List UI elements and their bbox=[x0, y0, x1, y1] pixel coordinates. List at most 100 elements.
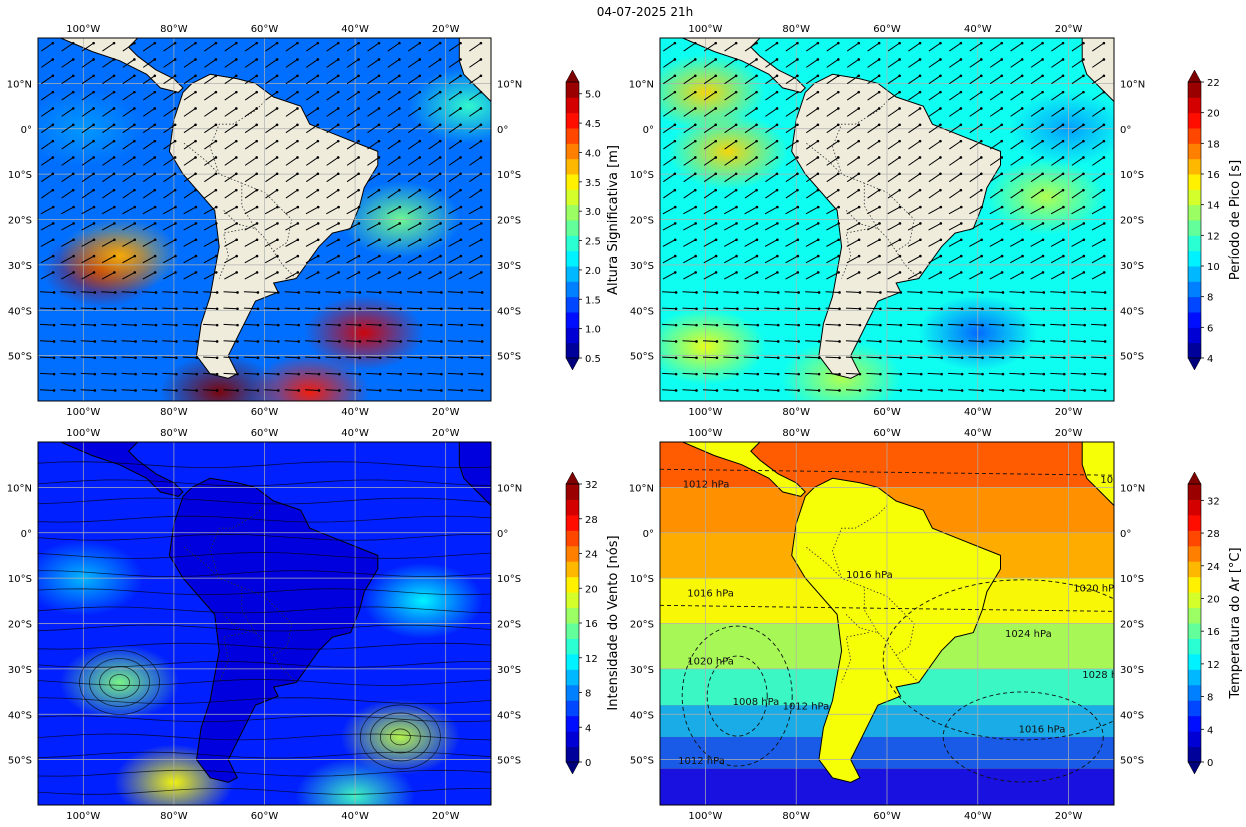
vector-arrow bbox=[122, 59, 135, 68]
lat-tick-label-left: 40°S bbox=[630, 306, 654, 317]
vector-arrow bbox=[886, 340, 901, 342]
colorbar-segment bbox=[1188, 342, 1201, 359]
vector-arrow bbox=[702, 389, 717, 391]
vector-arrow-head bbox=[736, 323, 739, 327]
vector-arrow bbox=[744, 271, 758, 280]
vector-arrow-head bbox=[959, 271, 963, 274]
vector-arrow-head bbox=[1061, 58, 1065, 61]
vector-arrow bbox=[1030, 271, 1044, 280]
lat-tick-label-right: 10°S bbox=[497, 574, 521, 585]
vector-arrow bbox=[907, 222, 921, 231]
vector-arrow-head bbox=[1061, 90, 1065, 94]
vector-arrow-head bbox=[1020, 139, 1024, 143]
vector-arrow bbox=[182, 323, 197, 326]
vector-arrow-head bbox=[1000, 188, 1004, 192]
vector-arrow bbox=[764, 222, 778, 231]
vector-arrow-head bbox=[898, 41, 901, 45]
vector-arrow bbox=[203, 372, 218, 375]
vector-arrow-head bbox=[235, 41, 238, 45]
vector-arrow bbox=[867, 75, 880, 85]
vector-arrow bbox=[908, 189, 921, 199]
vector-arrow bbox=[845, 340, 860, 342]
vector-arrow-head bbox=[153, 58, 157, 61]
vector-arrow bbox=[826, 75, 839, 85]
vector-arrow-head bbox=[256, 291, 260, 294]
vector-arrow bbox=[969, 222, 982, 231]
isobar-line bbox=[660, 604, 1114, 612]
vector-arrow-head bbox=[419, 356, 423, 360]
vector-arrow bbox=[243, 291, 258, 293]
vector-arrow-head bbox=[92, 90, 95, 94]
vector-arrow-head bbox=[755, 188, 758, 192]
vector-arrow-head bbox=[1041, 188, 1044, 192]
vector-arrow bbox=[223, 340, 238, 342]
vector-arrow bbox=[122, 124, 135, 134]
lat-tick-label-left: 30°S bbox=[630, 665, 654, 676]
streamline-eddy bbox=[379, 720, 421, 754]
vector-arrow bbox=[846, 108, 860, 117]
lon-tick-label-bottom: 40°W bbox=[341, 407, 369, 418]
vector-arrow bbox=[866, 271, 880, 280]
vector-arrow-head bbox=[959, 205, 963, 209]
vector-arrow bbox=[785, 239, 799, 247]
vector-arrow bbox=[142, 91, 156, 101]
vector-arrow-head bbox=[153, 188, 157, 192]
vector-arrow-head bbox=[939, 41, 942, 45]
country-border bbox=[841, 228, 869, 279]
vector-arrow-head bbox=[857, 139, 861, 143]
lat-tick-label-right: 20°S bbox=[497, 216, 521, 227]
vector-arrow-head bbox=[959, 123, 963, 127]
vector-arrow-head bbox=[1021, 238, 1024, 242]
vector-arrow bbox=[928, 206, 942, 215]
vector-arrow-head bbox=[918, 188, 922, 192]
vector-arrow bbox=[683, 255, 696, 264]
vector-arrow bbox=[805, 307, 820, 310]
lat-tick-label-left: 50°S bbox=[8, 756, 32, 767]
vector-arrow bbox=[81, 59, 94, 68]
vector-arrow-head bbox=[459, 205, 463, 209]
vector-arrow-head bbox=[836, 139, 840, 143]
vector-arrow bbox=[366, 206, 380, 215]
vector-arrow-head bbox=[214, 74, 218, 78]
map-frame bbox=[659, 37, 1115, 402]
vector-arrow bbox=[366, 323, 381, 326]
vector-arrow bbox=[386, 291, 401, 293]
vector-arrow-head bbox=[214, 238, 218, 242]
vector-arrow bbox=[142, 271, 156, 280]
streamline bbox=[38, 751, 491, 759]
vector-arrow bbox=[469, 189, 482, 199]
vector-arrow bbox=[387, 75, 400, 85]
vector-arrow bbox=[203, 239, 217, 247]
vector-arrow-head bbox=[694, 205, 697, 209]
vector-arrow bbox=[40, 255, 54, 264]
vector-arrow-head bbox=[419, 340, 423, 343]
vector-arrow bbox=[122, 140, 135, 150]
vector-arrow bbox=[703, 59, 716, 68]
vector-arrow-head bbox=[93, 372, 97, 376]
vector-arrow-head bbox=[1061, 156, 1065, 159]
vector-arrow-head bbox=[479, 205, 483, 209]
vector-arrow bbox=[264, 356, 279, 359]
vector-arrow bbox=[867, 108, 880, 117]
vector-arrow bbox=[102, 91, 115, 101]
vector-arrow-head bbox=[214, 107, 218, 110]
colorbar-tick-label: 18 bbox=[1207, 139, 1220, 150]
vector-arrow-head bbox=[113, 340, 117, 343]
colorbar-segment bbox=[566, 561, 579, 578]
vector-arrow-head bbox=[1020, 41, 1024, 45]
vector-arrow bbox=[805, 222, 819, 231]
vector-arrow bbox=[703, 140, 716, 150]
vector-arrow-head bbox=[357, 58, 360, 61]
vector-arrow-head bbox=[836, 107, 840, 110]
vector-arrow bbox=[224, 189, 237, 199]
vector-arrow bbox=[1071, 108, 1084, 117]
vector-arrow-head bbox=[336, 123, 340, 127]
vector-arrow-head bbox=[919, 291, 923, 294]
vector-arrow-head bbox=[775, 107, 779, 110]
vector-arrow bbox=[764, 239, 778, 247]
vector-arrow-head bbox=[816, 254, 820, 258]
vector-arrow bbox=[867, 140, 880, 150]
vector-arrow-head bbox=[715, 291, 719, 294]
vector-arrow bbox=[203, 356, 218, 359]
vector-arrow bbox=[386, 323, 401, 326]
